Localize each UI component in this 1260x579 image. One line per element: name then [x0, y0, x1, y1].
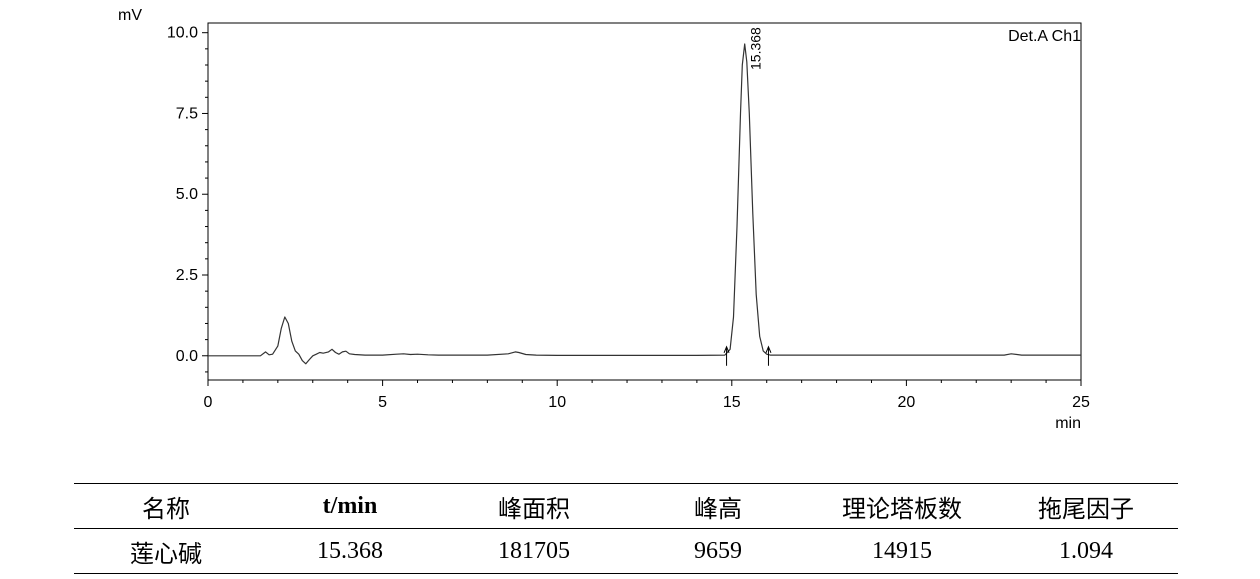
cell-retention-time: 15.368: [258, 528, 442, 574]
y-tick-label: 10.0: [167, 25, 198, 42]
peak-label: 15.368: [748, 27, 764, 70]
header-theoretical-plates: 理论塔板数: [810, 483, 994, 529]
x-tick-label: 10: [548, 394, 566, 411]
cell-peak-area: 181705: [442, 528, 626, 574]
detector-label: Det.A Ch1: [1008, 28, 1081, 45]
y-tick-label: 0.0: [176, 348, 198, 365]
x-tick-label: 15: [723, 394, 741, 411]
header-name: 名称: [74, 483, 258, 529]
y-tick-label: 2.5: [176, 267, 198, 284]
cell-peak-height: 9659: [626, 528, 810, 574]
chromatogram-chart: mV min Det.A Ch1 0.0 2.5 5.0 7.5 10.0 0 5 10 15…: [118, 7, 1090, 432]
y-tick-label: 7.5: [176, 105, 198, 122]
x-tick-label: 25: [1072, 394, 1090, 411]
x-unit-label: min: [1055, 415, 1081, 432]
baseline-marker-head: [723, 345, 730, 353]
x-tick-label: 5: [378, 394, 387, 411]
y-unit-label: mV: [118, 7, 142, 24]
baseline-marker-head: [765, 345, 772, 353]
peak-annotations: 15.368: [723, 27, 772, 366]
cell-name: 莲心碱: [74, 528, 258, 574]
x-tick-label: 0: [204, 394, 213, 411]
plot-frame: [207, 22, 1082, 381]
results-table: 名称 t/min 峰面积 峰高 理论塔板数 拖尾因子 莲心碱 15.368 18…: [74, 483, 1178, 574]
table-row: 莲心碱 15.368 181705 9659 14915 1.094: [74, 528, 1178, 574]
x-axis: 0 5 10 15 20 25: [204, 380, 1090, 411]
header-peak-height: 峰高: [626, 483, 810, 529]
x-tick-label: 20: [898, 394, 916, 411]
header-retention-time: t/min: [258, 483, 442, 529]
data-series: [208, 43, 1081, 365]
series-line: [208, 43, 1081, 365]
plot-border: [207, 22, 1082, 381]
y-tick-label: 5.0: [176, 186, 198, 203]
header-peak-area: 峰面积: [442, 483, 626, 529]
cell-tailing-factor: 1.094: [994, 528, 1178, 574]
table-header-row: 名称 t/min 峰面积 峰高 理论塔板数 拖尾因子: [74, 483, 1178, 529]
header-tailing-factor: 拖尾因子: [994, 483, 1178, 529]
y-axis: 0.0 2.5 5.0 7.5 10.0: [167, 25, 208, 373]
cell-theoretical-plates: 14915: [810, 528, 994, 574]
